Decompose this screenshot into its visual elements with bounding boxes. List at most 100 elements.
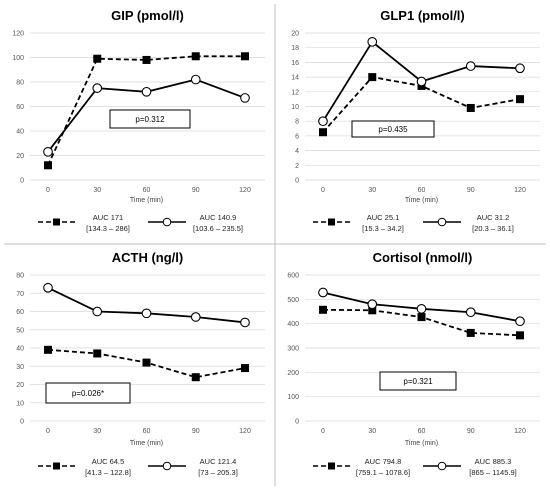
legend-marker-circle [162, 217, 172, 227]
series-line-1 [47, 55, 245, 166]
legend-range: [134.3 – 286] [86, 224, 130, 233]
legend-auc: AUC 171 [93, 213, 123, 222]
x-tick-label: 120 [239, 187, 251, 194]
y-tick-label: 600 [287, 273, 299, 280]
y-tick-label: 18 [291, 45, 299, 52]
data-point-circle [141, 86, 152, 97]
legend-auc: AUC 794.8 [365, 457, 402, 466]
data-point-square [142, 55, 151, 64]
legend-range: [20.3 – 36.1] [472, 224, 514, 233]
x-tick-label: 30 [368, 187, 376, 194]
chart-panel-4: Cortisol (nmol/l) 0 100 200 300 400 500 600 0 30 6… [287, 250, 540, 477]
legend-marker-circle [437, 217, 447, 227]
p-value-box [45, 382, 131, 404]
data-point-square [241, 52, 249, 61]
data-point-circle [92, 306, 103, 317]
y-tick-label: 10 [291, 104, 299, 111]
x-tick-label: 120 [514, 187, 526, 194]
chart-panel-2: GLP1 (pmol/l) 0 2 4 6 8 10 12 14 16 18 20 0 30 60 90 120… [291, 8, 540, 233]
y-tick-label: 100 [287, 394, 299, 401]
p-value-box [351, 120, 435, 138]
y-tick-label: 60 [16, 104, 24, 111]
data-point-square [191, 52, 200, 61]
y-tick-label: 0 [295, 419, 299, 426]
data-point-circle [190, 74, 201, 85]
data-point-square [368, 73, 377, 82]
data-point-circle [43, 146, 53, 157]
chart-title: GIP (pmol/l) [111, 8, 184, 23]
data-point-square [319, 128, 327, 137]
y-tick-label: 10 [16, 400, 24, 407]
x-tick-label: 0 [46, 187, 50, 194]
y-tick-label: 0 [295, 178, 299, 185]
legend-range: [103.6 – 235.5] [193, 224, 243, 233]
data-point-square [516, 331, 524, 340]
legend-range: [759.1 – 1078.6] [356, 468, 410, 477]
data-point-circle [43, 282, 53, 293]
legend-marker-square [328, 218, 335, 226]
x-tick-label: 30 [93, 428, 101, 435]
legend-auc: AUC 25.1 [367, 213, 400, 222]
data-point-circle [416, 303, 427, 314]
data-point-square [516, 95, 524, 104]
y-tick-label: 40 [16, 346, 24, 353]
y-tick-label: 40 [16, 129, 24, 136]
legend-range: [15.3 – 34.2] [362, 224, 404, 233]
data-point-square [93, 54, 102, 63]
x-axis-label: Time (min) [130, 440, 163, 447]
y-tick-label: 20 [16, 153, 24, 160]
y-tick-label: 2 [295, 163, 299, 170]
x-tick-label: 0 [321, 428, 325, 435]
y-tick-label: 70 [16, 291, 24, 298]
x-tick-label: 60 [143, 187, 151, 194]
chart-panel-3: ACTH (ng/l) 0 10 20 30 40 50 60 70 80 0 30 60 90 120 Ti… [16, 250, 265, 477]
data-point-circle [240, 93, 250, 103]
x-tick-label: 60 [418, 428, 426, 435]
p-value-text: p=0.321 [403, 377, 433, 386]
data-point-square [142, 358, 151, 367]
y-tick-label: 100 [12, 55, 24, 62]
legend-auc: AUC 885.3 [475, 457, 512, 466]
legend-auc: AUC 121.4 [200, 457, 237, 466]
x-tick-label: 90 [192, 187, 200, 194]
legend-auc: AUC 140.9 [200, 213, 237, 222]
x-tick-label: 30 [368, 428, 376, 435]
legend-marker-square [53, 462, 60, 470]
data-point-circle [318, 287, 328, 298]
data-point-square [466, 103, 475, 112]
y-tick-label: 80 [16, 80, 24, 87]
data-point-circle [141, 308, 152, 319]
x-axis-label: Time (min) [130, 197, 163, 204]
chart-title: Cortisol (nmol/l) [373, 250, 473, 265]
data-point-circle [416, 76, 427, 87]
legend-marker-circle [162, 461, 172, 471]
x-tick-label: 120 [239, 428, 251, 435]
data-point-square [319, 305, 327, 314]
legend-marker-circle [437, 461, 447, 471]
p-value-text: p=0.026* [72, 389, 104, 398]
x-axis-label: Time (min) [405, 440, 438, 447]
y-tick-label: 6 [295, 133, 299, 140]
legend-marker-square [53, 218, 60, 226]
y-tick-label: 60 [16, 309, 24, 316]
y-tick-label: 500 [287, 297, 299, 304]
p-value-text: p=0.435 [378, 125, 408, 134]
y-tick-label: 8 [295, 119, 299, 126]
y-tick-label: 16 [291, 60, 299, 67]
legend-marker-square [328, 462, 335, 470]
x-tick-label: 60 [418, 187, 426, 194]
x-axis-label: Time (min) [405, 197, 438, 204]
p-value-box [109, 109, 191, 129]
data-point-circle [515, 63, 525, 74]
x-tick-label: 90 [192, 428, 200, 435]
data-point-square [368, 306, 377, 315]
y-tick-label: 4 [295, 148, 299, 155]
data-point-square [241, 364, 249, 373]
p-value-text: p=0.312 [135, 115, 165, 124]
legend-auc: AUC 31.2 [477, 213, 510, 222]
x-tick-label: 90 [467, 428, 475, 435]
y-tick-label: 400 [287, 321, 299, 328]
chart-title: GLP1 (pmol/l) [380, 8, 465, 23]
data-point-circle [515, 316, 525, 327]
data-point-square [417, 313, 426, 322]
